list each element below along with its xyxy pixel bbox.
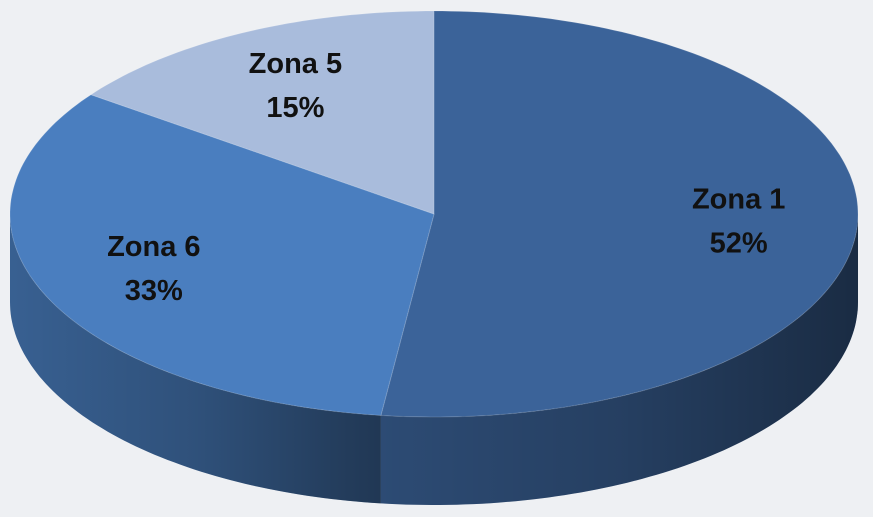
slice-value-label: 15% xyxy=(266,92,324,124)
slice-label: Zona 5 xyxy=(249,48,342,80)
slice xyxy=(89,10,435,215)
slice-label: Zona 1 xyxy=(692,184,785,216)
slice-side-shade xyxy=(10,214,381,504)
slice-label: Zona 6 xyxy=(107,231,200,263)
slice xyxy=(9,94,435,416)
slice-value-label: 52% xyxy=(710,228,768,260)
slice xyxy=(380,10,859,418)
slice-value-label: 33% xyxy=(125,275,183,307)
slice-side-shade xyxy=(380,214,858,505)
